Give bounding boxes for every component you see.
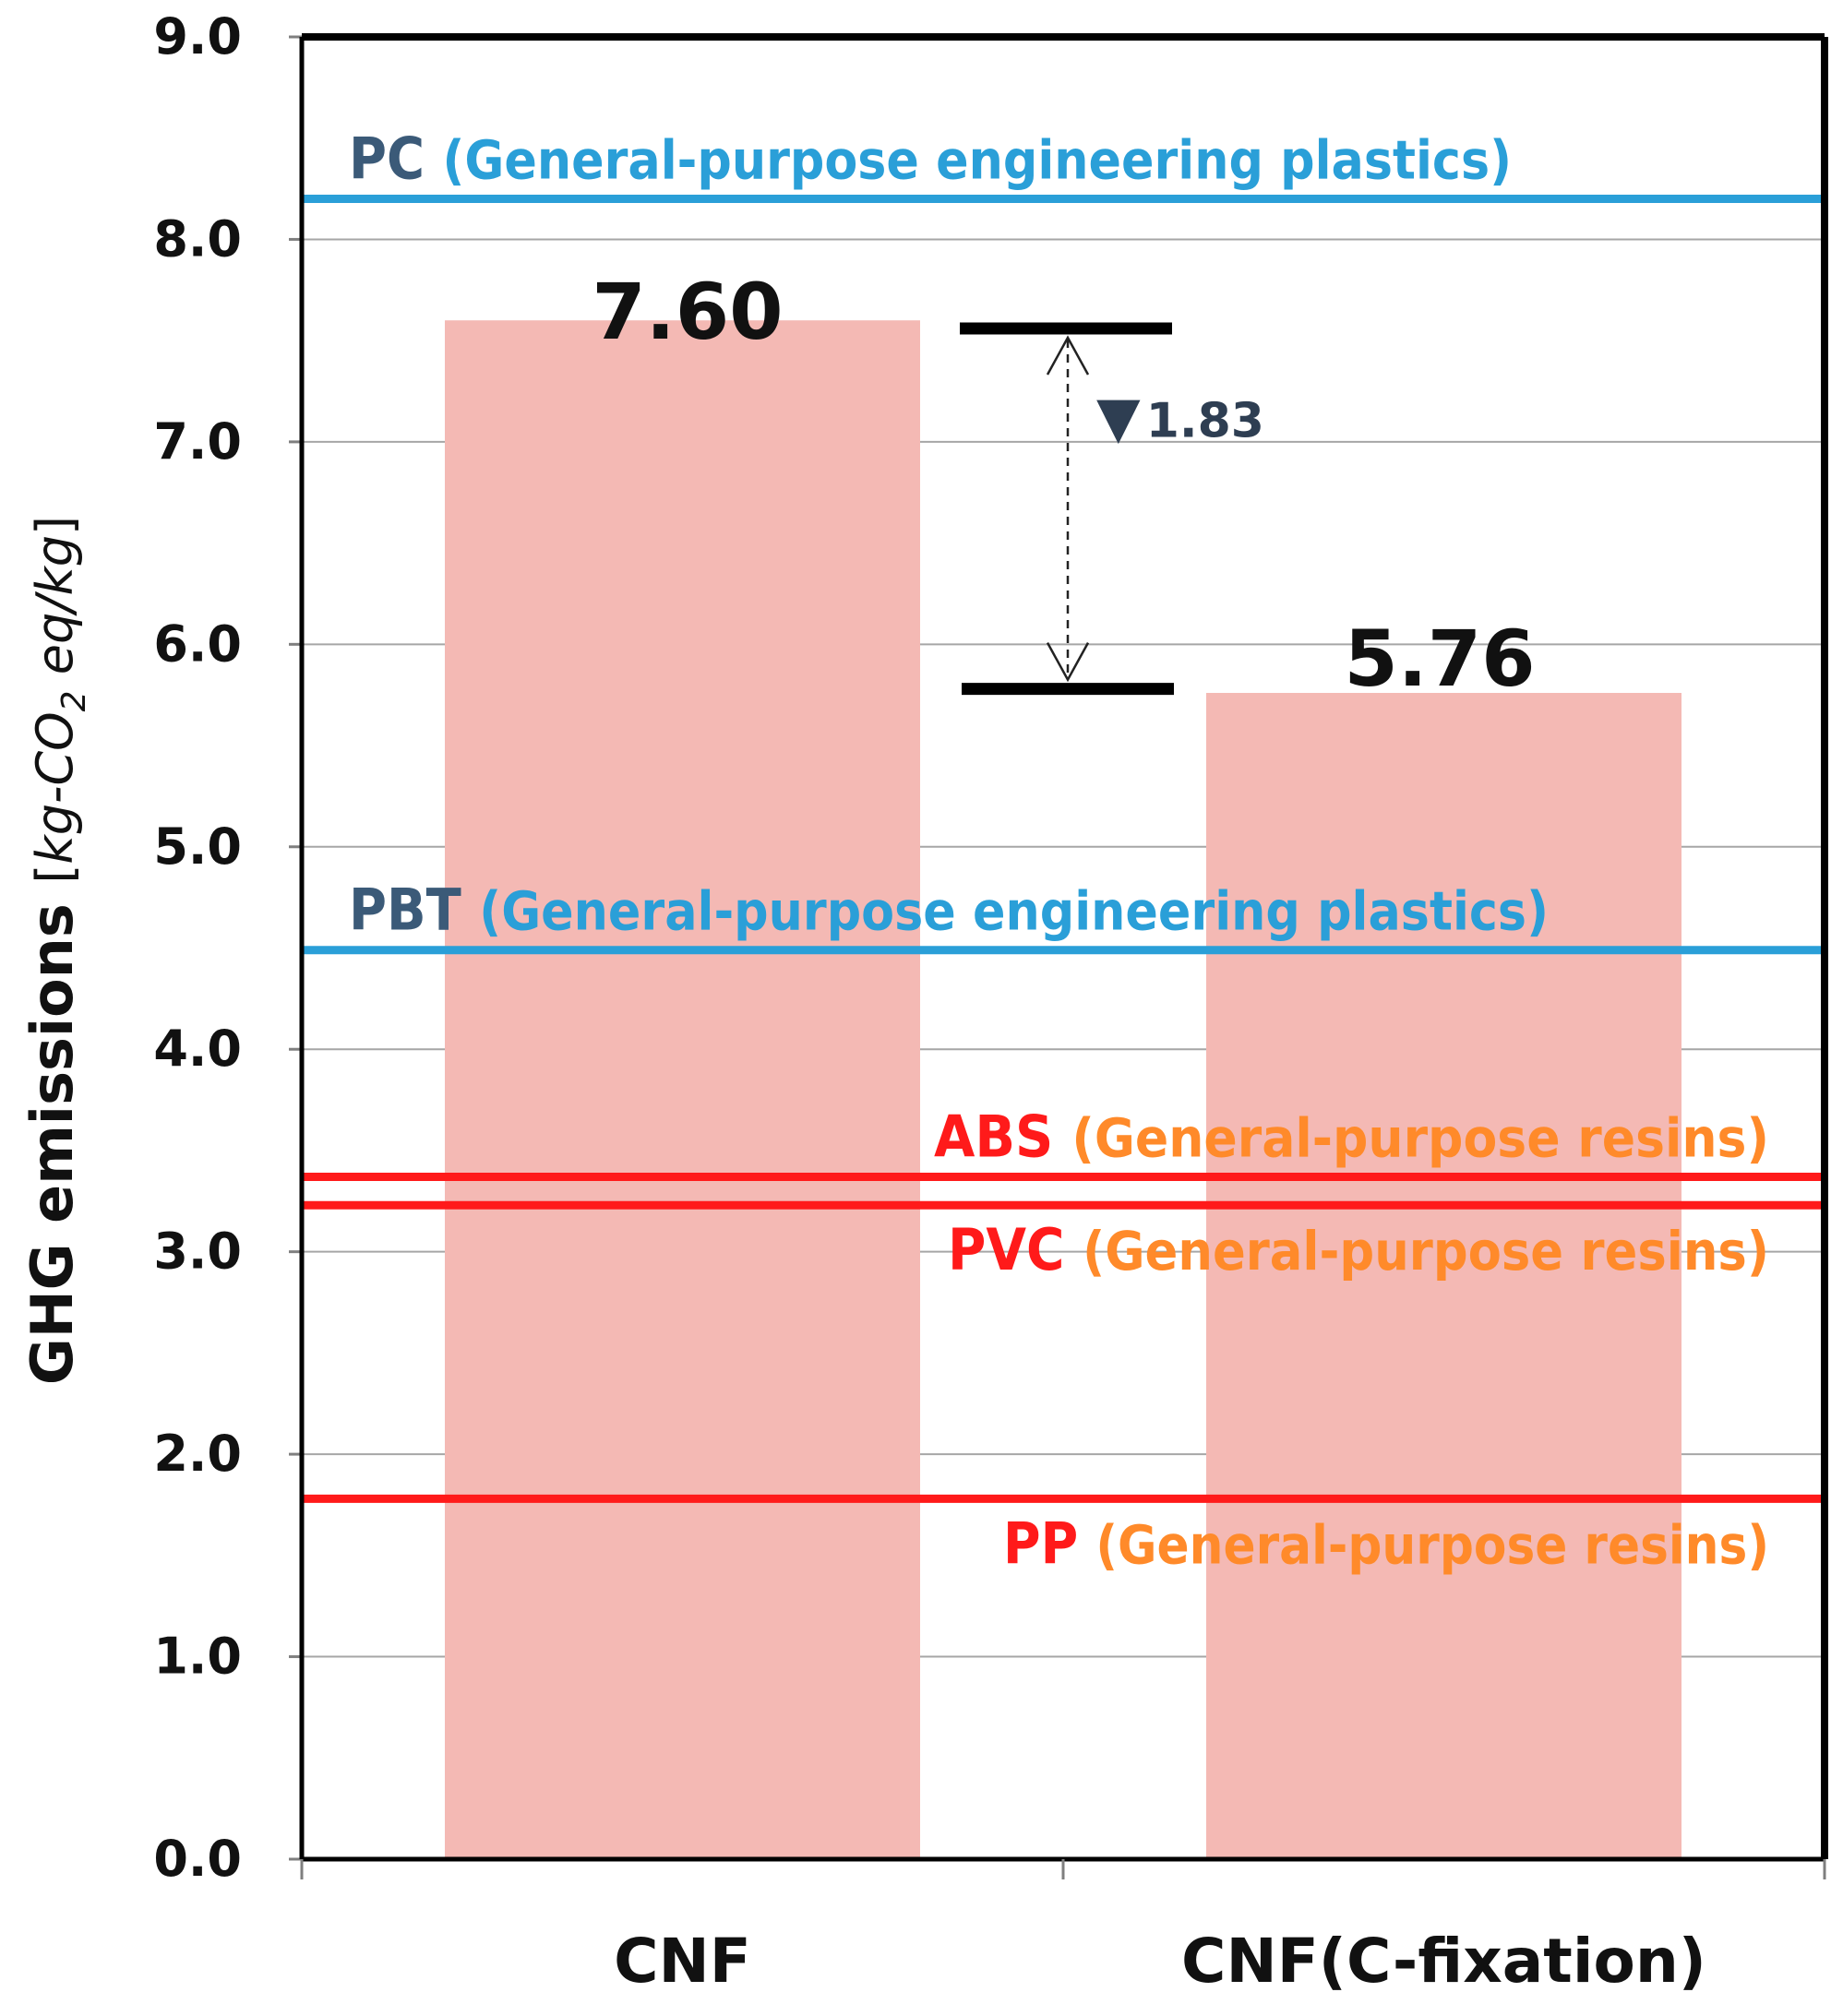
y-tick-label: 0.0 bbox=[153, 1830, 242, 1888]
arrow-head-up bbox=[1046, 335, 1090, 376]
difference-value: 1.83 bbox=[1146, 393, 1264, 448]
reference-description: (General-purpose resins) bbox=[1083, 1220, 1769, 1282]
reference-name: ABS bbox=[934, 1103, 1071, 1170]
y-tick-label: 9.0 bbox=[153, 7, 242, 66]
reference-name: PVC bbox=[948, 1216, 1083, 1283]
labels: 0.0 1.0 2.0 3.0 4.0 5.0 6.0 7.0 8.0 9.0 PC (Genera… bbox=[18, 7, 1769, 1997]
x-category-label-2: CNF(C-fixation) bbox=[1181, 1926, 1706, 1997]
y-tick-label: 2.0 bbox=[153, 1425, 242, 1483]
down-triangle-icon: ▼ bbox=[1096, 383, 1141, 450]
y-axis-title: GHG emissions [kg-CO2 eq/kg] bbox=[18, 516, 93, 1385]
y-axis-unit-subscript: 2 bbox=[55, 690, 93, 711]
y-tick-label: 7.0 bbox=[153, 412, 242, 471]
reference-label-pc: PC (General-purpose engineering plastics… bbox=[349, 125, 1512, 193]
y-axis-unit: kg-CO bbox=[26, 711, 84, 864]
difference-annotation bbox=[960, 322, 1174, 696]
reference-name: PC bbox=[349, 125, 443, 193]
reference-name: PP bbox=[1003, 1509, 1095, 1577]
bar-2 bbox=[1206, 693, 1681, 1859]
y-axis-unit: eq/kg bbox=[26, 535, 84, 690]
y-tick-label: 5.0 bbox=[153, 817, 242, 876]
value-label-2: 5.76 bbox=[1344, 614, 1535, 704]
reference-lines bbox=[302, 195, 1825, 1503]
y-tick-label: 4.0 bbox=[153, 1020, 242, 1078]
y-tick-label: 6.0 bbox=[153, 614, 242, 673]
y-axis-unit-bracket: [ bbox=[26, 865, 84, 884]
axes bbox=[289, 33, 1828, 1879]
value-label-1: 7.60 bbox=[592, 267, 783, 357]
y-tick-label: 8.0 bbox=[153, 209, 242, 268]
x-category-label-1: CNF bbox=[614, 1926, 751, 1997]
y-tick-label: 1.0 bbox=[153, 1628, 242, 1686]
reference-label-abs: ABS (General-purpose resins) bbox=[934, 1103, 1769, 1170]
reference-label-pvc: PVC (General-purpose resins) bbox=[948, 1216, 1769, 1283]
reference-description: (General-purpose engineering plastics) bbox=[443, 129, 1512, 192]
reference-description: (General-purpose engineering plastics) bbox=[479, 880, 1549, 943]
reference-description: (General-purpose resins) bbox=[1095, 1513, 1769, 1576]
reference-name: PBT bbox=[349, 877, 479, 944]
bar-1 bbox=[445, 320, 920, 1860]
y-axis-unit-bracket: ] bbox=[26, 516, 84, 535]
reference-label-pbt: PBT (General-purpose engineering plastic… bbox=[349, 877, 1549, 944]
y-tick-label: 3.0 bbox=[153, 1223, 242, 1281]
reference-description: (General-purpose resins) bbox=[1071, 1106, 1769, 1169]
y-axis-title-main: GHG emissions bbox=[18, 884, 86, 1385]
reference-label-pp: PP (General-purpose resins) bbox=[1003, 1509, 1769, 1577]
arrow-head-down bbox=[1046, 642, 1090, 683]
bars bbox=[445, 320, 1681, 1860]
difference-label: ▼ 1.83 bbox=[1096, 383, 1264, 450]
